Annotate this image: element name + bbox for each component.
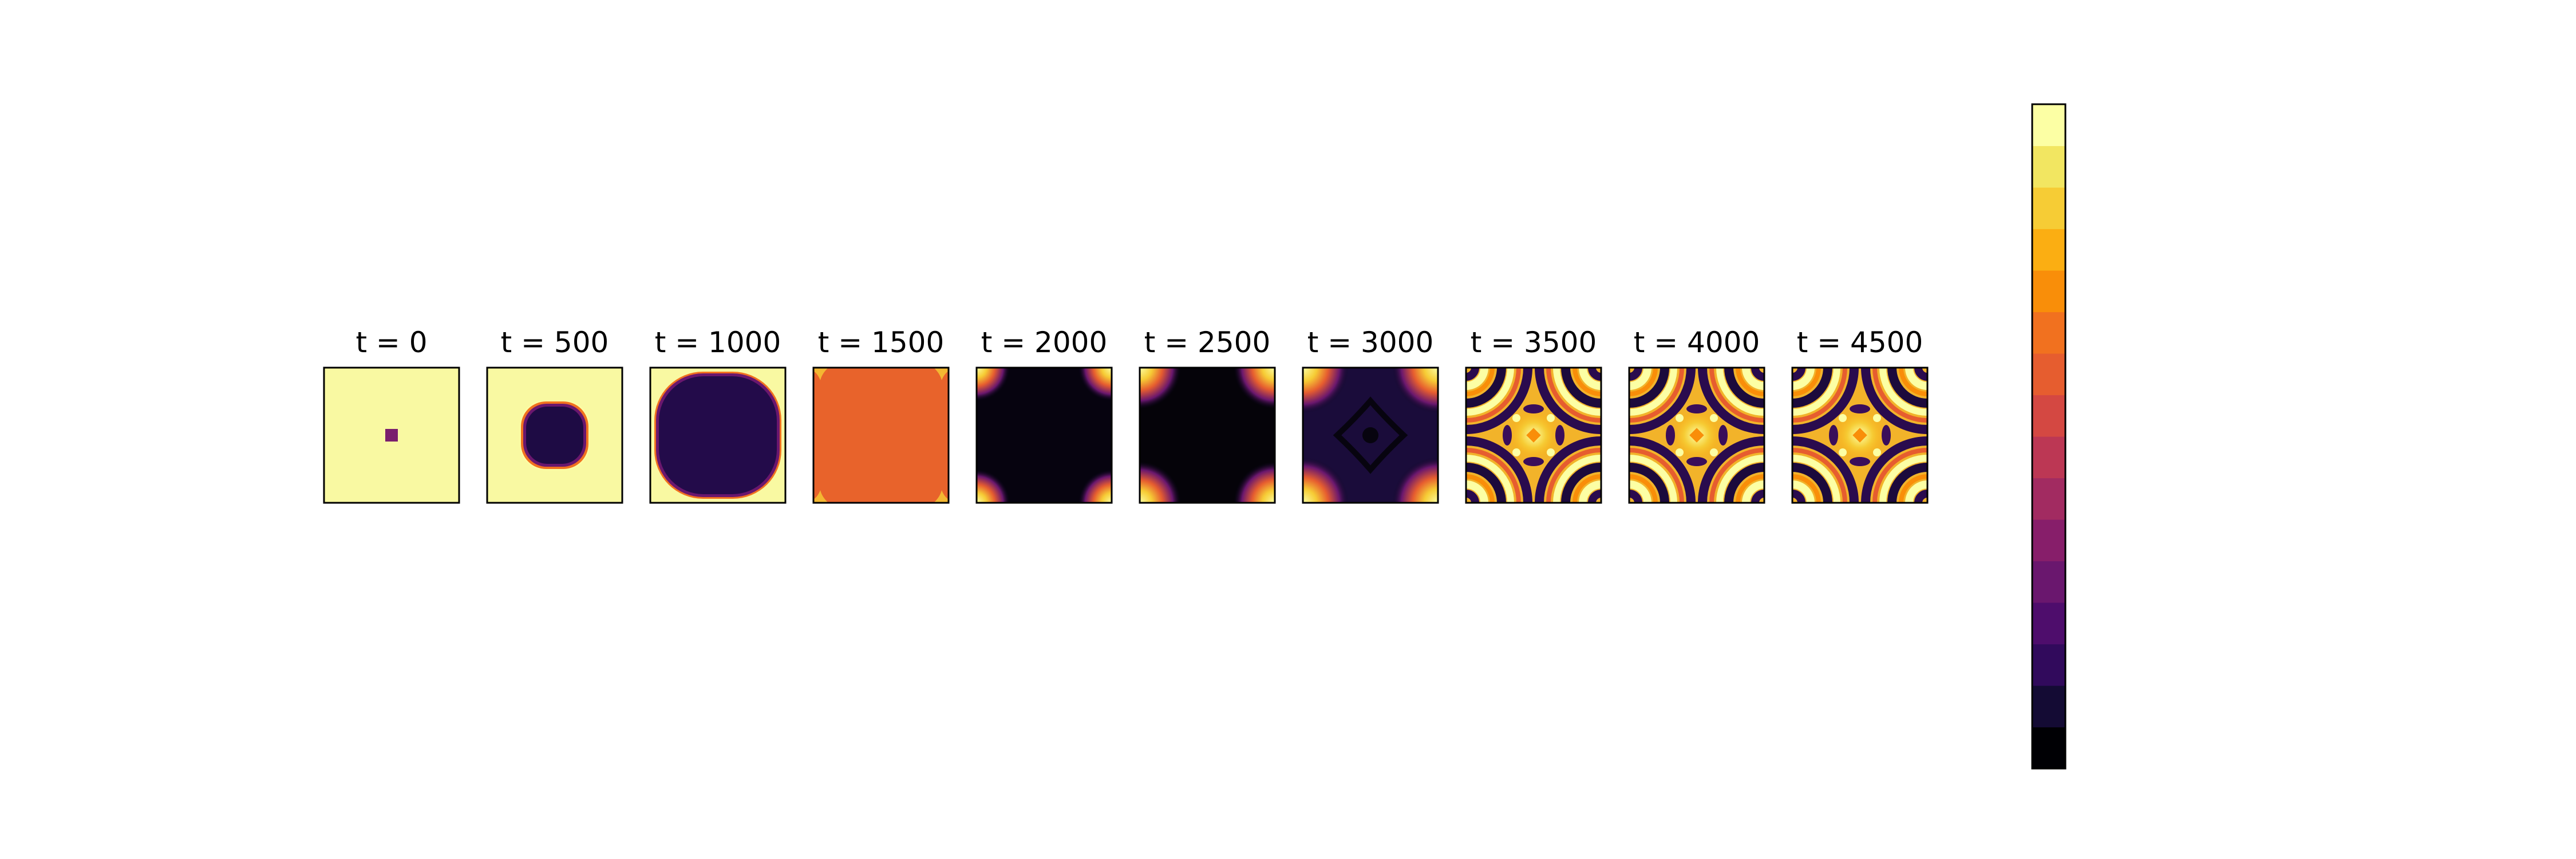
colorbar-frame <box>2031 103 2067 770</box>
panel-title: t = 4000 <box>1634 326 1760 359</box>
heatmap-panel-t4500 <box>1792 368 1927 503</box>
panel-frame <box>1465 367 1602 504</box>
colorbar-level <box>2032 312 2065 354</box>
panel-frame <box>649 367 787 504</box>
heatmap-panel-t3500 <box>1466 368 1601 503</box>
panel-title: t = 4500 <box>1797 326 1923 359</box>
panel-frame <box>1139 367 1276 504</box>
pattern-spot <box>1718 425 1728 446</box>
panel-title: t = 3000 <box>1307 326 1434 359</box>
heatmap-panel-t4000 <box>1629 368 1764 503</box>
colorbar <box>2032 104 2065 769</box>
colorbar-level <box>2032 561 2065 603</box>
colorbar-level <box>2032 104 2065 147</box>
panel-frame <box>1628 367 1765 504</box>
panel-frame <box>1791 367 1929 504</box>
pattern-spot <box>1873 448 1881 456</box>
pattern-spot <box>1503 425 1512 446</box>
colorbar-level <box>2032 353 2065 396</box>
panel-frame <box>975 367 1113 504</box>
pattern-spot <box>1850 404 1870 413</box>
heatmap-panel-t1500 <box>813 368 949 503</box>
pattern-spot <box>1666 425 1675 446</box>
colorbar-level <box>2032 270 2065 313</box>
panel-title: t = 1500 <box>818 326 945 359</box>
pattern-spot <box>1547 448 1555 456</box>
pattern-spot <box>1523 457 1544 466</box>
heatmap-panel-t1000 <box>650 368 785 503</box>
pattern-spot <box>1512 448 1520 456</box>
pattern-spot <box>1873 414 1881 422</box>
panel-title: t = 2500 <box>1144 326 1271 359</box>
colorbar-level <box>2032 436 2065 479</box>
pattern-spot <box>1686 404 1707 413</box>
pattern-spot <box>1523 404 1544 413</box>
pattern-spot <box>1547 414 1555 422</box>
colorbar-level <box>2032 644 2065 686</box>
pattern-spot <box>1829 425 1838 446</box>
pattern-spot <box>1512 414 1520 422</box>
panel-frame <box>323 367 460 504</box>
panel-title: t = 0 <box>355 326 427 359</box>
panel-frame <box>1302 367 1439 504</box>
pattern-spot <box>1676 414 1684 422</box>
colorbar-level <box>2032 395 2065 437</box>
heatmap-panel-t3000 <box>1303 368 1438 503</box>
colorbar-level <box>2032 228 2065 271</box>
colorbar-level <box>2032 519 2065 562</box>
pattern-spot <box>1710 414 1718 422</box>
heatmap-panel-t2000 <box>977 368 1112 503</box>
colorbar-level <box>2032 602 2065 645</box>
heatmap-panel-t0 <box>324 368 459 503</box>
panel-frame <box>486 367 623 504</box>
colorbar-level <box>2032 478 2065 520</box>
panel-title: t = 3500 <box>1471 326 1597 359</box>
heatmap-panel-t500 <box>487 368 622 503</box>
pattern-spot <box>1710 448 1718 456</box>
panel-title: t = 500 <box>501 326 609 359</box>
panel-frame <box>812 367 950 504</box>
pattern-spot <box>1686 457 1707 466</box>
colorbar-level <box>2032 685 2065 728</box>
pattern-spot <box>1839 414 1847 422</box>
pattern-spot <box>1676 448 1684 456</box>
panel-title: t = 1000 <box>655 326 781 359</box>
colorbar-level <box>2032 145 2065 188</box>
pattern-spot <box>1839 448 1847 456</box>
panel-title: t = 2000 <box>981 326 1108 359</box>
pattern-spot <box>1555 425 1564 446</box>
colorbar-level <box>2032 187 2065 230</box>
colorbar-level <box>2032 727 2065 769</box>
heatmap-panel-t2500 <box>1140 368 1275 503</box>
pattern-spot <box>1850 457 1870 466</box>
pattern-spot <box>1882 425 1891 446</box>
